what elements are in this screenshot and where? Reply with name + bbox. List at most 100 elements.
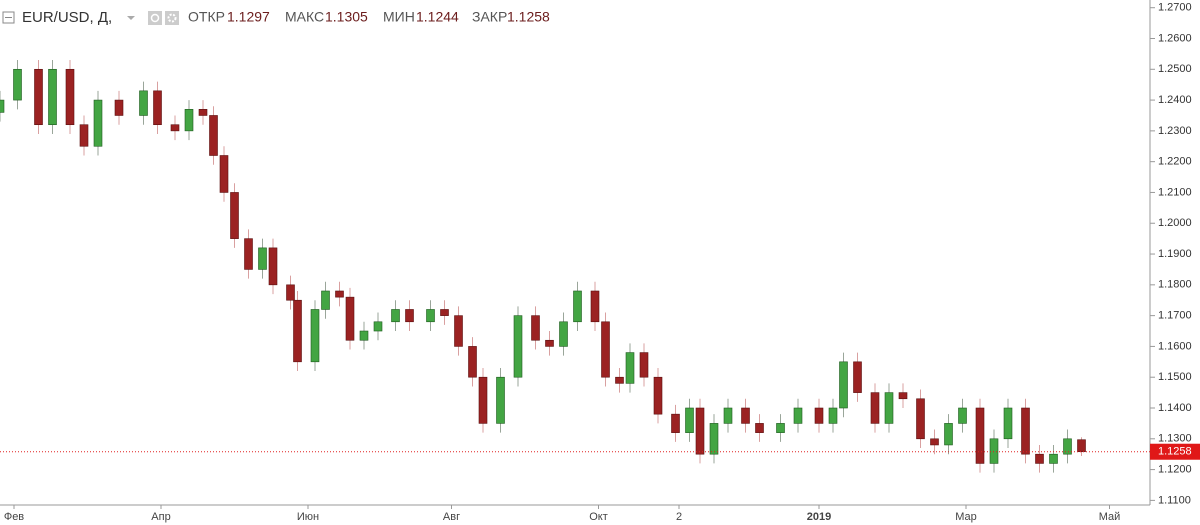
candle-body [426,309,435,323]
candle-body [513,315,523,378]
candle-body [230,192,239,239]
candle-body [653,376,663,415]
candle-body [359,330,369,341]
y-tick-label: 1.1100 [1158,494,1191,506]
candle-body [0,99,5,113]
candle-body [114,99,124,116]
candle-body [776,423,785,433]
x-tick-label: Мар [955,511,977,523]
candle-body [268,247,278,286]
gear-button[interactable] [165,11,179,25]
candle-body [244,238,253,270]
dropdown-caret[interactable] [127,16,135,20]
candle-body [321,290,330,310]
y-tick-label: 1.2100 [1158,186,1192,198]
candle-body [454,315,463,347]
candle-body [989,438,999,464]
candle-body [139,90,148,116]
candle-body [286,284,295,301]
high-value: 1.1305 [325,9,368,25]
y-tick-label: 1.2200 [1158,156,1192,168]
candle-body [590,290,600,323]
y-tick-label: 1.2700 [1158,2,1192,14]
candle-body [958,407,967,424]
candle-body [1063,438,1072,455]
candle-body [916,398,925,440]
x-tick-label: Апр [151,511,170,523]
last-price-box [1150,443,1200,460]
candle-body [468,346,477,378]
candle-body [828,407,838,424]
low-label: МИН [383,9,415,25]
candle-body [405,309,414,323]
candle-body [496,376,505,424]
candle-body [391,309,400,323]
candle-body [814,407,824,424]
x-tick-label: 2 [676,511,682,523]
candle-body [695,407,705,455]
candle-body [793,407,803,424]
candle-body [755,423,764,433]
y-tick-label: 1.1400 [1158,402,1192,414]
candle-body [258,247,267,270]
candle-body [930,438,939,446]
candle-body [625,352,635,384]
candle-body [34,68,43,126]
candle-body [345,296,355,341]
candle-body [478,376,488,424]
candle-body [975,407,985,464]
candle-body [1021,407,1030,455]
candle-body [898,392,908,400]
candle-body [1035,453,1044,464]
last-price-label: 1.1258 [1158,446,1192,458]
candle-body [153,90,162,126]
candle-body [685,407,694,433]
candle-body [310,309,320,363]
candle-body [741,407,750,424]
y-tick-label: 1.1300 [1158,433,1192,445]
candle-body [671,413,680,433]
candle-body [531,315,540,341]
candle-body [639,352,649,378]
candle-body [1049,453,1058,464]
candle-body [615,376,624,384]
candle-body [723,407,733,424]
y-tick-label: 1.2400 [1158,94,1192,106]
candle-body [545,339,554,347]
candle-body [870,392,880,424]
candle-body [853,361,862,393]
y-tick-label: 1.1900 [1158,248,1192,260]
y-tick-label: 1.1600 [1158,340,1192,352]
y-tick-label: 1.2300 [1158,125,1192,137]
x-tick-label: Июн [297,511,319,523]
x-tick-label: Фев [4,511,24,523]
candle-body [440,309,449,316]
y-tick-label: 1.1800 [1158,279,1192,291]
x-tick-label: 2019 [807,511,831,523]
candle-body [335,290,344,298]
candle-body [1077,439,1086,453]
symbol: EUR/USD, Д, [22,9,112,26]
collapse-button[interactable] [2,11,15,24]
candle-body [709,423,719,455]
x-tick-label: Май [1099,511,1121,523]
gear-icon [167,13,177,23]
y-tick-label: 1.1700 [1158,310,1192,322]
y-tick-label: 1.2000 [1158,217,1192,229]
y-tick-label: 1.1200 [1158,463,1192,475]
candle-body [944,423,953,446]
low-value: 1.1244 [416,9,459,25]
candle-body [884,392,894,424]
candle-body [184,109,194,132]
candle-body [293,299,302,363]
candle-body [219,155,229,193]
settings-button[interactable] [148,11,162,25]
candle-body [48,68,57,126]
candle-body [93,99,103,147]
candle-body [79,124,89,147]
y-tick-label: 1.2500 [1158,63,1192,75]
candle-body [1003,407,1013,440]
open-label: ОТКР [188,9,225,25]
